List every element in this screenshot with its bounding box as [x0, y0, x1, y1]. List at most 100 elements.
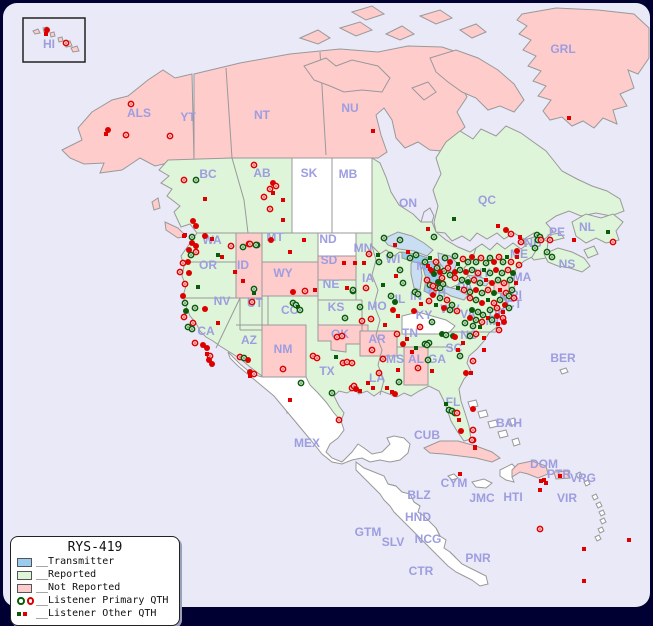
listener-other-dot	[518, 235, 522, 239]
listener-other-dot	[396, 368, 400, 372]
listener-primary-dot-center	[509, 279, 511, 281]
listener-other-dot	[288, 250, 292, 254]
region-label-pe: PE	[549, 225, 565, 239]
listener-other-dot	[434, 303, 438, 307]
listener-primary-dot-center	[389, 254, 391, 256]
listener-primary-dot-center	[503, 282, 505, 284]
listener-primary-dot	[473, 287, 479, 293]
region-label-mb: MB	[339, 167, 358, 181]
listener-primary-dot-center	[351, 362, 353, 364]
region-label-ks: KS	[328, 300, 345, 314]
listener-primary-dot-center	[378, 372, 380, 374]
listener-other-dot	[606, 230, 610, 234]
region-label-ia: IA	[362, 271, 374, 285]
listener-other-dot	[381, 283, 385, 287]
listener-primary-dot	[435, 279, 441, 285]
listener-primary-dot-center	[461, 279, 463, 281]
listener-primary-dot	[290, 289, 296, 295]
listener-other-dot	[366, 381, 370, 385]
region-label-slv: SLV	[382, 535, 404, 549]
listener-primary-dot-center	[475, 261, 477, 263]
listener-other-dot	[419, 302, 423, 306]
listener-other-dot	[362, 261, 366, 265]
listener-primary-dot	[465, 279, 471, 285]
listener-other-dot	[505, 255, 509, 259]
listener-primary-dot-center	[539, 528, 541, 530]
listener-primary-dot	[44, 27, 50, 33]
listener-primary-dot-center	[370, 318, 372, 320]
listener-primary-dot-center	[467, 261, 469, 263]
listener-primary-dot-center	[485, 262, 487, 264]
listener-primary-dot-center	[477, 272, 479, 274]
listener-primary-dot-center	[365, 287, 367, 289]
listener-other-dot	[426, 264, 430, 268]
region-label-ctr: CTR	[409, 564, 434, 578]
region-label-sk: SK	[301, 166, 318, 180]
listener-other-dot	[376, 253, 380, 257]
listener-primary-dot	[105, 127, 111, 133]
region-bc-ab	[158, 157, 293, 234]
listener-other-dot	[501, 310, 505, 314]
region-dominican	[511, 460, 549, 479]
listener-other-dot	[216, 321, 220, 325]
listener-primary-dot-center	[473, 279, 475, 281]
listener-primary-dot-center	[505, 292, 507, 294]
legend-swatch-reported	[17, 570, 32, 580]
listener-primary-dot-center	[341, 335, 343, 337]
region-label-hi: HI	[43, 37, 55, 51]
listener-other-dot	[486, 316, 490, 320]
listener-primary-dot-center	[390, 295, 392, 297]
listener-primary-dot-center	[454, 255, 456, 257]
listener-primary-dot-center	[480, 257, 482, 259]
listener-primary-dot-center	[426, 279, 428, 281]
listener-primary-dot-center	[230, 245, 232, 247]
listener-other-dot	[444, 402, 448, 406]
listener-primary-dot-center	[169, 135, 171, 137]
legend-item: __Not Reported	[17, 582, 173, 594]
listener-primary-dot-center	[417, 293, 419, 295]
listener-primary-dot	[437, 269, 443, 275]
listener-other-dot	[486, 298, 490, 302]
legend-label: __Listener Primary QTH	[36, 595, 169, 606]
region-label-ca: CA	[197, 324, 215, 338]
listener-primary-dot	[441, 305, 447, 311]
listener-other-dot	[456, 262, 460, 266]
listener-other-dot	[582, 547, 586, 551]
listener-other-dot	[248, 374, 252, 378]
listener-primary-dot-center	[489, 309, 491, 311]
listener-primary-dot-center	[479, 282, 481, 284]
region-label-or: OR	[199, 258, 217, 272]
listener-primary-dot-center	[424, 261, 426, 263]
listener-primary-dot	[469, 254, 475, 260]
region-label-nl: NL	[579, 220, 595, 234]
listener-primary-dot-center	[546, 251, 548, 253]
listener-primary-dot-center	[431, 321, 433, 323]
listener-other-dot	[334, 355, 338, 359]
region-label-qc: QC	[478, 193, 496, 207]
red-circle-icon	[26, 597, 34, 605]
listener-primary-dot-center	[191, 236, 193, 238]
region-label-ms: MS	[386, 352, 404, 366]
listener-other-dot	[196, 285, 200, 289]
listener-primary-dot-center	[184, 302, 186, 304]
listener-primary-dot-center	[471, 269, 473, 271]
listener-other-dot	[252, 291, 256, 295]
listener-other-dot	[542, 478, 546, 482]
listener-other-dot	[233, 270, 237, 274]
listener-primary-dot	[463, 370, 469, 376]
region-label-gtm: GTM	[355, 525, 382, 539]
region-label-ga: GA	[428, 352, 446, 366]
listener-other-dot	[461, 341, 465, 345]
listener-primary-dot-center	[498, 329, 500, 331]
listener-primary-dot-center	[409, 257, 411, 259]
listener-primary-dot	[447, 259, 453, 265]
listener-primary-dot-center	[399, 269, 401, 271]
region-cuba	[423, 440, 501, 463]
region-label-bc: BC	[199, 167, 217, 181]
listener-primary-dot-center	[346, 361, 348, 363]
listener-primary-dot-center	[447, 267, 449, 269]
region-label-ne: NE	[323, 277, 340, 291]
listener-other-dot	[371, 129, 375, 133]
listener-primary-dot-center	[336, 336, 338, 338]
listener-other-dot	[220, 255, 224, 259]
